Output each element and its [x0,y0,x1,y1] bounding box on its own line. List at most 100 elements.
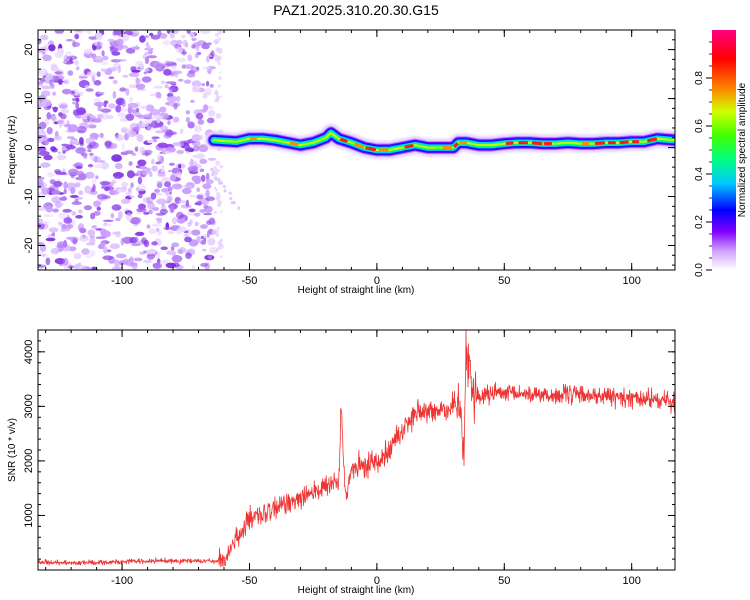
noise-blob [215,92,219,96]
noise-blob [216,192,221,197]
colorbar-ticks: 0.0 0.2 0.4 0.6 0.8 [694,41,712,277]
noise-blob [54,71,63,75]
snr-panel: -100 -50 0 50 100 1000 2000 3000 4000 Height of … [7,329,676,596]
x-tick-label: 0 [374,275,380,287]
noise-blob [163,68,172,76]
noise-blob [208,109,216,117]
noise-blob [219,71,221,74]
noise-blob [125,47,136,54]
tail-point [214,177,218,181]
noise-blob [180,141,184,145]
noise-blob [189,194,197,198]
noise-blob [199,158,208,165]
noise-blob [166,30,171,34]
noise-blob [46,112,52,120]
x-tick-label: 0 [374,575,380,587]
noise-blob [147,44,151,53]
noise-blob [40,162,51,168]
noise-blob [74,60,79,66]
noise-blob [190,66,200,73]
noise-blob [111,154,122,162]
noise-blob [59,104,68,109]
noise-blob [143,68,150,72]
noise-blob [196,187,201,193]
noise-blob [162,40,171,46]
noise-blob [199,30,211,35]
noise-blob [220,95,223,98]
noise-blob [137,159,147,167]
noise-blob [75,176,86,181]
noise-blob [88,124,97,129]
noise-blob [185,116,190,123]
track-hot-segment [594,141,606,145]
noise-blob [40,34,49,41]
noise-blob [75,101,80,110]
noise-blob [190,99,195,103]
noise-blob [38,68,48,76]
noise-blob [202,248,207,252]
noise-blob [146,253,155,260]
noise-blob [45,237,56,242]
noise-blob [149,171,153,178]
noise-blob [191,264,196,270]
noise-blob [94,101,105,107]
noise-blob [94,56,104,63]
noise-blob [78,209,83,214]
noise-blob [115,253,127,259]
noise-blob [218,84,221,88]
noise-blob [54,202,64,208]
noise-blob [110,213,115,219]
noise-blob [212,229,216,232]
noise-blob [101,223,112,227]
noise-blob [101,50,105,57]
noise-blob [196,194,204,200]
noise-blob [48,227,59,233]
noise-blob [79,137,84,145]
noise-blob [151,241,158,246]
noise-blob [116,38,124,46]
noise-blob [214,250,218,254]
noise-blob [86,71,97,78]
noise-blob [194,221,199,227]
tail-point [219,181,224,185]
noise-blob [205,196,216,201]
spectrogram-frame [37,29,676,271]
noise-blob [151,136,160,140]
noise-blob [184,236,192,243]
noise-blob [183,184,194,188]
noise-blob [78,190,84,196]
noise-blob [189,219,193,225]
noise-blob [204,205,213,213]
noise-blob [153,85,164,89]
noise-blob [101,162,109,170]
noise-blob [38,151,50,156]
noise-blob [217,199,222,205]
noise-blob [88,36,99,40]
noise-blob [215,47,220,52]
track-hot-segment [531,141,543,146]
noise-blob [154,61,163,69]
noise-blob [200,235,204,240]
noise-blob [165,81,177,84]
noise-blob [129,256,134,264]
noise-blob [41,98,52,107]
noise-blob [197,200,202,206]
noise-blob [178,200,187,204]
noise-blob [212,166,218,171]
noise-blob [200,174,206,182]
noise-blob [87,149,92,153]
noise-blob [51,115,57,122]
noise-blob [81,248,90,255]
noise-blob [214,89,218,93]
noise-blob [87,229,96,237]
noise-blob [63,257,69,266]
tail-point [210,167,214,172]
noise-blob [63,188,67,195]
noise-blob [146,55,157,59]
noise-blob [169,205,175,213]
noise-blob [150,109,161,116]
noise-blob [191,134,201,142]
tail-point [212,170,216,174]
noise-blob [146,197,151,204]
noise-blob [100,228,107,235]
